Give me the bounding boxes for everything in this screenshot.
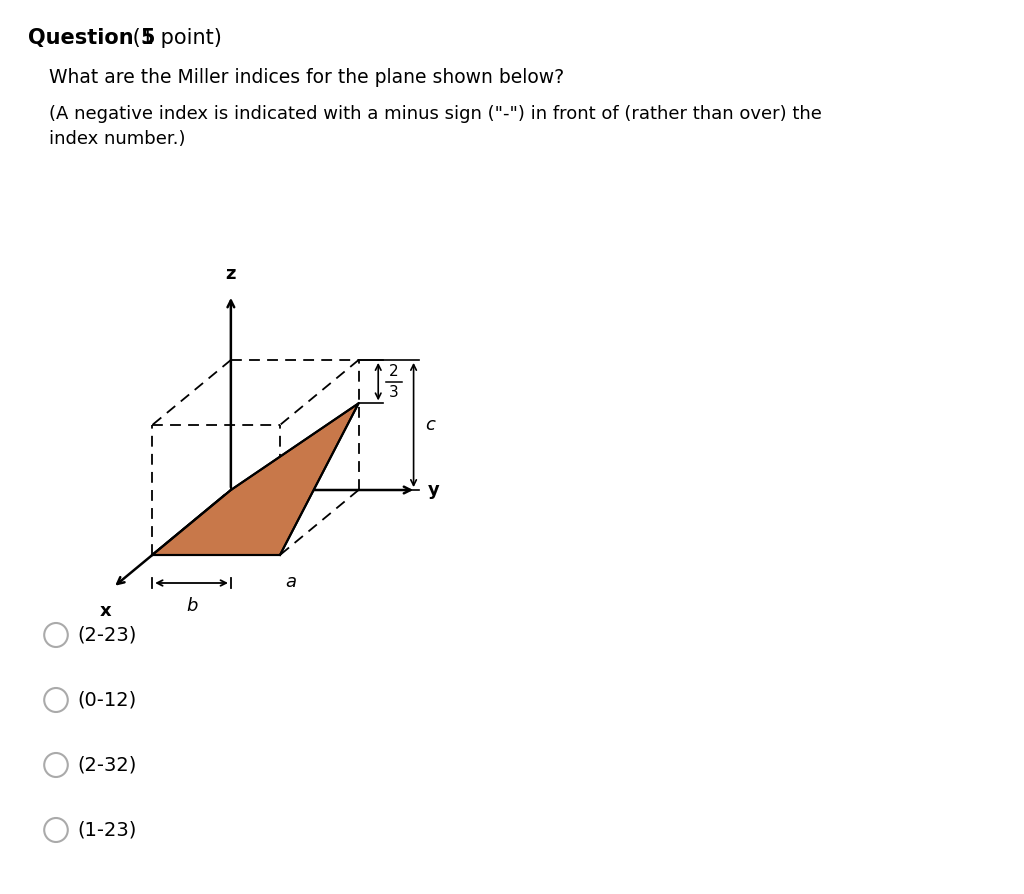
Text: a: a xyxy=(285,573,296,591)
Text: (0-12): (0-12) xyxy=(78,690,137,710)
Text: y: y xyxy=(428,481,439,499)
Text: What are the Miller indices for the plane shown below?: What are the Miller indices for the plan… xyxy=(49,68,564,87)
Circle shape xyxy=(44,753,68,777)
Text: c: c xyxy=(425,416,435,434)
Text: 2: 2 xyxy=(389,364,398,379)
Circle shape xyxy=(44,818,68,842)
Circle shape xyxy=(44,623,68,647)
Text: b: b xyxy=(186,597,198,615)
Text: z: z xyxy=(225,265,237,283)
Text: 3: 3 xyxy=(389,384,398,400)
Text: (2-32): (2-32) xyxy=(78,755,137,774)
Text: index number.): index number.) xyxy=(49,130,185,148)
Text: (A negative index is indicated with a minus sign ("-") in front of (rather than : (A negative index is indicated with a mi… xyxy=(49,105,822,123)
Text: x: x xyxy=(99,602,111,620)
Text: (1-23): (1-23) xyxy=(78,821,137,839)
Text: Question 5: Question 5 xyxy=(28,28,155,48)
Circle shape xyxy=(44,688,68,712)
Text: (1 point): (1 point) xyxy=(126,28,221,48)
Text: (2-23): (2-23) xyxy=(78,626,137,645)
Polygon shape xyxy=(153,403,358,555)
